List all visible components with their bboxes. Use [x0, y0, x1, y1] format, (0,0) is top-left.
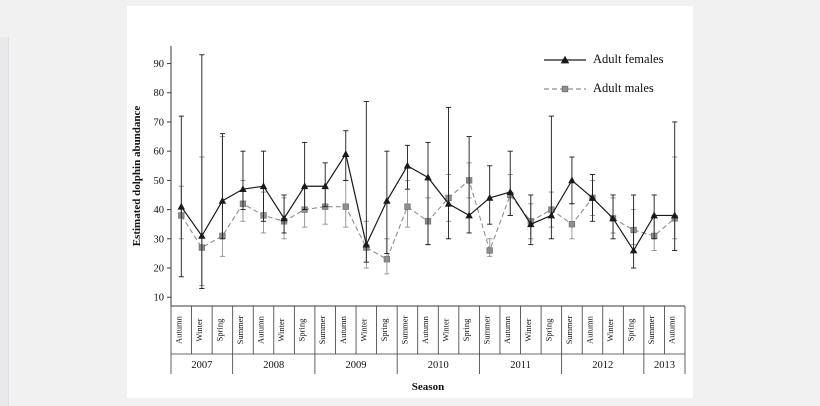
svg-text:Winter: Winter	[276, 318, 286, 341]
svg-text:Spring: Spring	[214, 318, 224, 341]
x-axis-seasons: Autumn Winter Spring Summer Autumn Winter Spri…	[170, 305, 686, 355]
left-edge-strip	[0, 37, 9, 406]
svg-text:Autumn: Autumn	[667, 315, 677, 344]
svg-text:Summer: Summer	[564, 315, 574, 344]
svg-text:Summer: Summer	[482, 315, 492, 344]
svg-text:Summer: Summer	[399, 315, 409, 344]
svg-text:80: 80	[154, 88, 165, 99]
chart-panel: 10 20 30 40 50 60 70 80 90 Estimated dolphin abun…	[127, 6, 693, 398]
svg-text:Winter: Winter	[194, 318, 204, 341]
svg-text:70: 70	[154, 117, 165, 128]
svg-text:Spring: Spring	[461, 318, 471, 341]
svg-text:2010: 2010	[428, 360, 449, 371]
svg-text:Autumn: Autumn	[584, 315, 594, 344]
svg-text:Winter: Winter	[441, 318, 451, 341]
svg-text:2009: 2009	[346, 360, 367, 371]
svg-text:Season: Season	[412, 381, 444, 393]
svg-text:Estimated dolphin abundance: Estimated dolphin abundance	[131, 106, 143, 247]
svg-text:Summer: Summer	[235, 315, 245, 344]
series-adult-females	[177, 150, 679, 254]
svg-text:Summer: Summer	[317, 315, 327, 344]
svg-text:60: 60	[154, 147, 165, 158]
svg-text:10: 10	[154, 293, 165, 304]
legend-item-adult-females: Adult females	[543, 52, 663, 67]
svg-text:Autumn: Autumn	[502, 315, 512, 344]
chart-legend: Adult females Adult males	[543, 52, 663, 96]
adult-males-marker-icon	[544, 85, 586, 92]
svg-text:2012: 2012	[592, 360, 613, 371]
svg-text:Autumn: Autumn	[420, 315, 430, 344]
svg-text:50: 50	[154, 176, 165, 187]
svg-text:Summer: Summer	[646, 315, 656, 344]
svg-text:2007: 2007	[191, 360, 212, 371]
legend-label-adult-males: Adult males	[593, 81, 654, 95]
svg-text:Winter: Winter	[523, 318, 533, 341]
adult-females-marker-icon	[544, 55, 586, 63]
svg-text:Autumn: Autumn	[173, 315, 183, 344]
svg-text:2008: 2008	[263, 360, 284, 371]
legend-label-adult-females: Adult females	[593, 52, 664, 66]
svg-text:Spring: Spring	[543, 318, 553, 341]
svg-text:40: 40	[154, 205, 165, 216]
svg-text:Autumn: Autumn	[338, 315, 348, 344]
svg-text:Spring: Spring	[626, 318, 636, 341]
svg-text:Spring: Spring	[379, 318, 389, 341]
svg-text:Winter: Winter	[605, 318, 615, 341]
svg-text:Autumn: Autumn	[256, 315, 266, 344]
legend-item-adult-males: Adult males	[543, 81, 663, 96]
svg-text:2011: 2011	[510, 360, 531, 371]
x-axis-years: 2007 2008 2009 2010 2011 2012 2013 Season	[170, 354, 686, 393]
svg-text:2013: 2013	[654, 360, 675, 371]
svg-text:Spring: Spring	[297, 318, 307, 341]
abundance-chart-svg: 10 20 30 40 50 60 70 80 90 Estimated dolphin abun…	[131, 46, 686, 393]
svg-text:Winter: Winter	[358, 318, 368, 341]
svg-text:20: 20	[154, 264, 165, 275]
y-axis: 10 20 30 40 50 60 70 80 90 Estimated dolphin abun…	[131, 46, 172, 306]
svg-text:30: 30	[154, 234, 165, 245]
svg-text:90: 90	[154, 59, 165, 70]
error-bars-adult-females	[178, 54, 678, 289]
